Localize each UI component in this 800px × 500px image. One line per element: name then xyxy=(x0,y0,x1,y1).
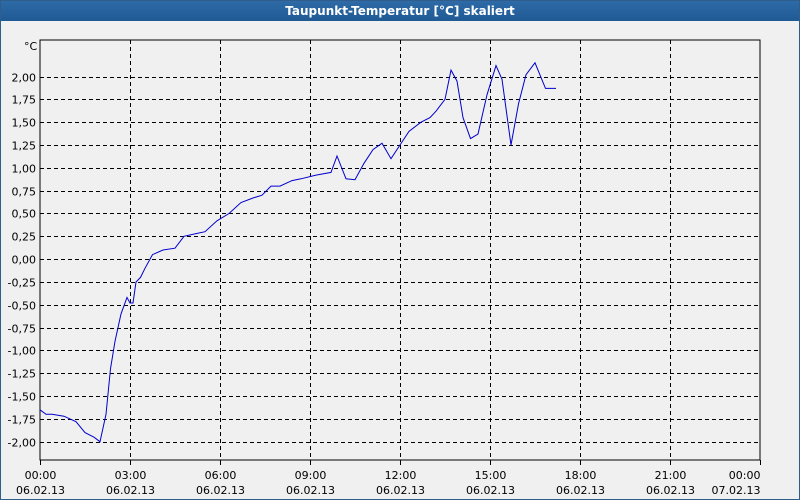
y-tick-label: 0,25 xyxy=(12,231,37,244)
y-tick-label: 1,50 xyxy=(12,117,37,130)
y-tick-label: -0,50 xyxy=(8,300,36,313)
x-tick-time-label: 15:00 xyxy=(475,469,507,482)
x-tick-date-label: 06.02.13 xyxy=(106,484,155,497)
x-tick-date-label: 07.02.13 xyxy=(712,484,761,497)
window-title: Taupunkt-Temperatur [°C] skaliert xyxy=(1,1,799,21)
x-tick-date-label: 06.02.13 xyxy=(286,484,335,497)
y-tick-label: 1,00 xyxy=(12,163,37,176)
y-tick-labels: 2,00 1,75 1,50 1,25 1,00 0,75 0,50 0,25 0,00 -0,2… xyxy=(8,72,36,450)
y-tick-label: -1,50 xyxy=(8,391,36,404)
y-tick-label: -0,75 xyxy=(8,323,36,336)
y-tick-label: 1,75 xyxy=(12,94,37,107)
x-tick-date-label: 06.02.13 xyxy=(196,484,245,497)
grid-layer xyxy=(40,40,761,465)
y-tick-label: -2,00 xyxy=(8,437,36,450)
y-tick-label: -1,00 xyxy=(8,345,36,358)
y-tick-label: 0,50 xyxy=(12,208,37,221)
plot-frame xyxy=(39,39,761,461)
series-line-dewpoint xyxy=(39,61,556,443)
y-tick-label: -0,25 xyxy=(8,277,36,290)
x-tick-time-label: 03:00 xyxy=(115,469,147,482)
y-axis-unit: °C xyxy=(24,40,38,53)
y-tick-label: -1,25 xyxy=(8,368,36,381)
x-tick-time-label: 09:00 xyxy=(295,469,327,482)
y-tick-label: 0,75 xyxy=(12,186,37,199)
y-tick-label: 2,00 xyxy=(12,72,37,85)
x-tick-time-label: 06:00 xyxy=(205,469,237,482)
x-tick-date-label: 06.02.13 xyxy=(376,484,425,497)
x-tick-date-label: 06.02.13 xyxy=(16,484,65,497)
x-tick-date-label: 06.02.13 xyxy=(556,484,605,497)
x-tick-date-label: 06.02.13 xyxy=(646,484,695,497)
y-tick-label: 1,25 xyxy=(12,140,37,153)
x-tick-time-label: 21:00 xyxy=(655,469,687,482)
x-tick-time-label: 00:00 xyxy=(25,469,57,482)
x-tick-labels: 00:00 06.02.13 03:00 06.02.13 06:00 06.02.13 0… xyxy=(16,469,760,497)
x-tick-time-label: 00:00 xyxy=(729,469,761,482)
x-tick-time-label: 12:00 xyxy=(385,469,417,482)
x-tick-date-label: 06.02.13 xyxy=(466,484,515,497)
y-tick-label: -1,75 xyxy=(8,414,36,427)
y-tick-label: 0,00 xyxy=(12,254,37,267)
x-tick-time-label: 18:00 xyxy=(565,469,597,482)
